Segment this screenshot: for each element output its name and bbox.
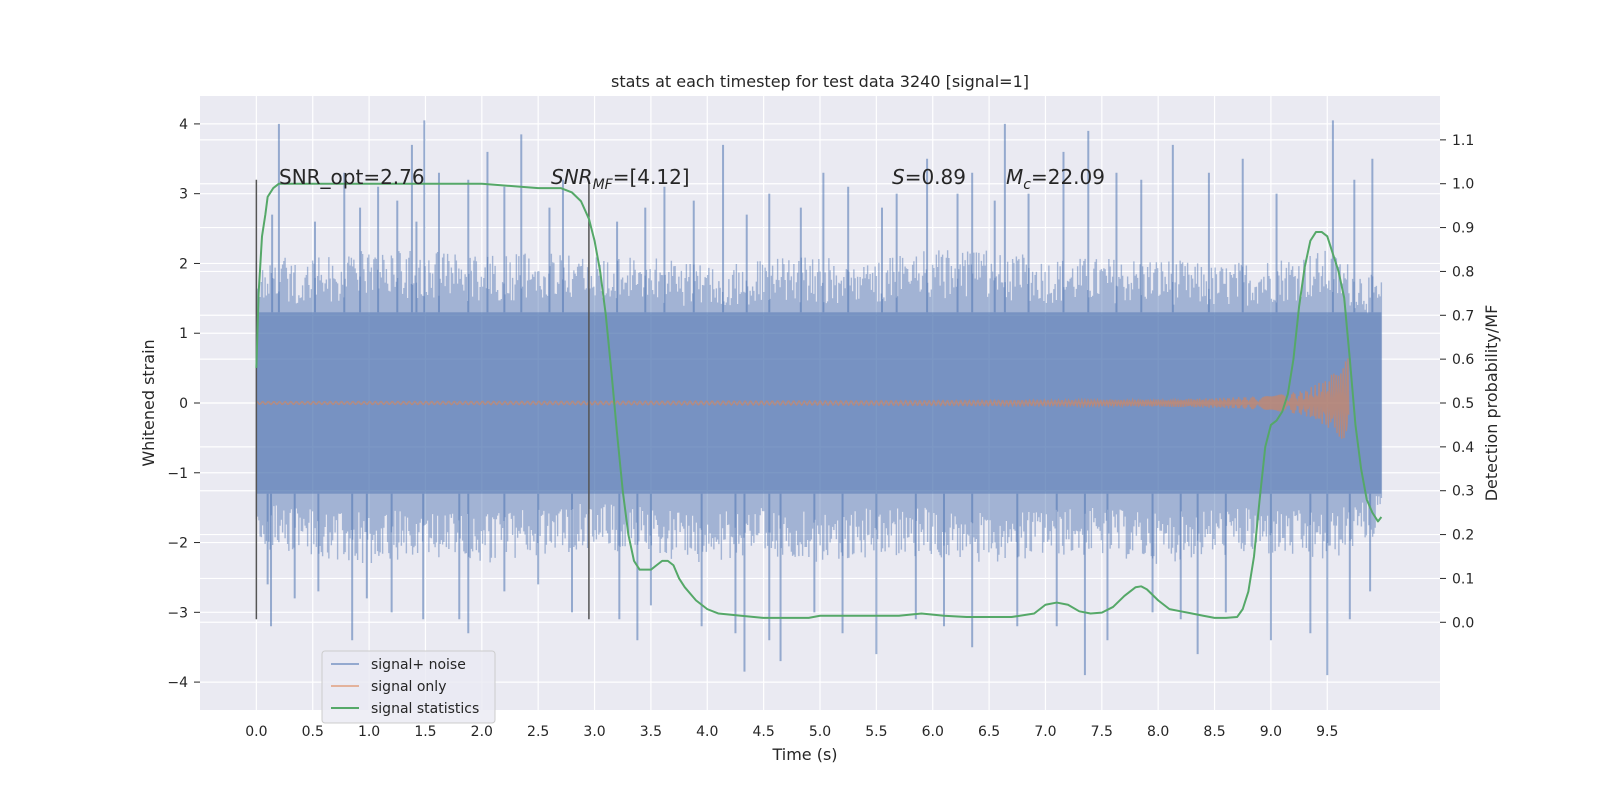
y2-tick-label: 0.1 <box>1452 571 1474 587</box>
y2-tick-label: 0.7 <box>1452 308 1474 324</box>
y2-tick-label: 1.1 <box>1452 133 1474 149</box>
y-tick-label: 0 <box>179 396 188 412</box>
legend-box <box>321 650 496 724</box>
s-symbol: S <box>892 165 905 189</box>
y-tick-label: −4 <box>167 675 188 691</box>
mc-value: =22.09 <box>1031 165 1105 189</box>
x-tick-label: 6.0 <box>922 724 944 740</box>
y-axis-label: Whitened strain <box>139 339 158 466</box>
x-tick-label: 2.0 <box>471 724 493 740</box>
y2-axis-label: Detection probability/MF <box>1482 305 1501 502</box>
x-axis-label: Time (s) <box>771 745 837 764</box>
y2-tick-label: 0.2 <box>1452 528 1474 544</box>
y2-tick-label: 1.0 <box>1452 177 1474 193</box>
y-tick-label: 4 <box>179 117 188 133</box>
x-tick-label: 9.5 <box>1316 724 1338 740</box>
y2-tick-label: 0.8 <box>1452 264 1474 280</box>
y-tick-label: 2 <box>179 256 188 272</box>
y2-tick-label: 0.3 <box>1452 484 1474 500</box>
x-tick-label: 1.0 <box>358 724 380 740</box>
y2-tick-label: 0.0 <box>1452 615 1474 631</box>
snr-mf-symbol: SNR <box>551 165 593 189</box>
y-tick-label: −3 <box>167 605 188 621</box>
x-tick-label: 7.5 <box>1091 724 1113 740</box>
x-tick-label: 5.0 <box>809 724 831 740</box>
annotation-snr-opt: SNR_opt=2.76 <box>279 165 425 189</box>
legend-label-stats: signal statistics <box>371 701 479 717</box>
legend: signal+ noise signal only signal statist… <box>321 650 496 724</box>
x-tick-label: 0.0 <box>245 724 267 740</box>
mc-subscript: c <box>1023 177 1031 193</box>
axis-ticks: 0.0 0.5 1.0 1.5 2.0 2.5 3.0 3.5 4.0 4.5 5.0 5.5 6.0 6… <box>167 117 1474 740</box>
x-tick-label: 8.0 <box>1147 724 1169 740</box>
signal-statistics-line <box>255 182 1383 619</box>
x-tick-label: 3.0 <box>583 724 605 740</box>
y2-tick-label: 0.5 <box>1452 396 1474 412</box>
y-tick-label: 3 <box>179 187 188 203</box>
x-tick-label: 8.5 <box>1203 724 1225 740</box>
x-tick-label: 1.5 <box>414 724 436 740</box>
x-tick-label: 4.5 <box>753 724 775 740</box>
x-tick-label: 0.5 <box>302 724 324 740</box>
x-tick-label: 4.0 <box>696 724 718 740</box>
mc-symbol: M <box>1006 165 1023 189</box>
signal-only-line <box>256 358 1350 439</box>
signal-only-series <box>256 358 1350 439</box>
y-tick-label: 1 <box>179 326 188 342</box>
legend-label-noise: signal+ noise <box>371 657 466 673</box>
signal-statistics-series <box>255 182 1383 619</box>
x-tick-label: 3.5 <box>640 724 662 740</box>
annotation-snr-mf: SNRMF=[4.12] <box>551 165 690 193</box>
annotation-mc: Mc=22.09 <box>1006 165 1105 193</box>
chart-title: stats at each timestep for test data 324… <box>611 72 1029 91</box>
y2-tick-label: 0.6 <box>1452 352 1474 368</box>
y2-tick-label: 0.4 <box>1452 440 1474 456</box>
x-tick-label: 5.5 <box>865 724 887 740</box>
y-tick-label: −2 <box>167 536 188 552</box>
s-value: =0.89 <box>905 165 966 189</box>
x-tick-label: 7.0 <box>1034 724 1056 740</box>
y2-tick-label: 0.9 <box>1452 221 1474 237</box>
y-tick-label: −1 <box>167 466 188 482</box>
snr-mf-value: =[4.12] <box>613 165 690 189</box>
x-tick-label: 2.5 <box>527 724 549 740</box>
snr-mf-subscript: MF <box>593 177 614 193</box>
x-tick-label: 9.0 <box>1260 724 1282 740</box>
x-tick-label: 6.5 <box>978 724 1000 740</box>
annotation-s: S=0.89 <box>892 165 966 189</box>
legend-label-signal: signal only <box>371 679 446 695</box>
vertical-markers <box>255 179 590 620</box>
